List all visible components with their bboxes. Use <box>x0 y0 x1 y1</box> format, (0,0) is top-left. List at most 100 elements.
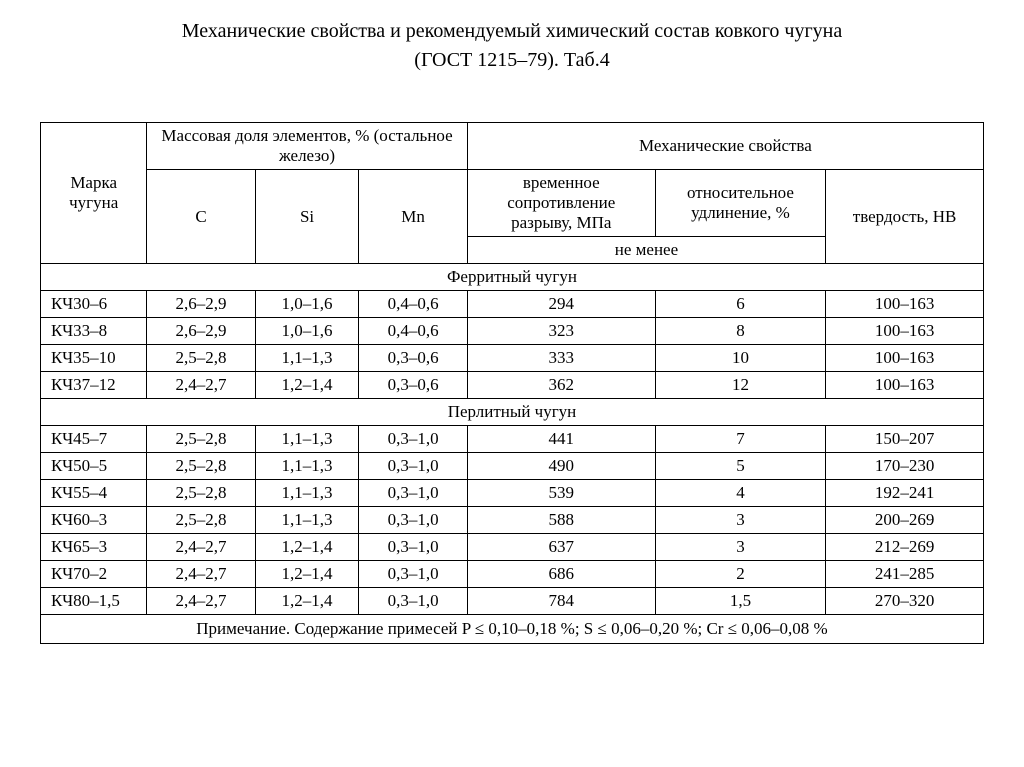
header-mass-fraction: Массовая доля элементов, % (остальное же… <box>147 123 467 170</box>
table-row: КЧ50–52,5–2,81,1–1,30,3–1,04905170–230 <box>41 453 984 480</box>
cell-grade: КЧ55–4 <box>41 480 147 507</box>
cell-elongation: 5 <box>655 453 825 480</box>
cell-tensile: 686 <box>467 561 655 588</box>
cell-si: 1,1–1,3 <box>255 345 359 372</box>
page-title-line1: Механические свойства и рекомендуемый хи… <box>40 20 984 43</box>
cell-mn: 0,3–1,0 <box>359 561 467 588</box>
cell-mn: 0,3–1,0 <box>359 507 467 534</box>
cell-mn: 0,4–0,6 <box>359 291 467 318</box>
cell-hardness: 100–163 <box>826 318 984 345</box>
cell-hardness: 170–230 <box>826 453 984 480</box>
header-si: Si <box>255 170 359 264</box>
table-row: КЧ45–72,5–2,81,1–1,30,3–1,04417150–207 <box>41 426 984 453</box>
cell-si: 1,0–1,6 <box>255 318 359 345</box>
cell-hardness: 212–269 <box>826 534 984 561</box>
cell-hardness: 100–163 <box>826 345 984 372</box>
cell-elongation: 7 <box>655 426 825 453</box>
header-mech-props: Механические свойства <box>467 123 983 170</box>
cell-grade: КЧ33–8 <box>41 318 147 345</box>
table-row: КЧ70–22,4–2,71,2–1,40,3–1,06862241–285 <box>41 561 984 588</box>
table-row: КЧ30–62,6–2,91,0–1,60,4–0,62946100–163 <box>41 291 984 318</box>
cell-hardness: 241–285 <box>826 561 984 588</box>
section-label: Ферритный чугун <box>41 264 984 291</box>
cell-mn: 0,3–0,6 <box>359 372 467 399</box>
cell-si: 1,2–1,4 <box>255 561 359 588</box>
cell-hardness: 192–241 <box>826 480 984 507</box>
cell-tensile: 637 <box>467 534 655 561</box>
cell-hardness: 270–320 <box>826 588 984 615</box>
header-not-less: не менее <box>467 237 825 264</box>
cell-si: 1,0–1,6 <box>255 291 359 318</box>
cell-elongation: 3 <box>655 534 825 561</box>
header-elongation: относительное удлинение, % <box>655 170 825 237</box>
cell-c: 2,4–2,7 <box>147 588 255 615</box>
cell-elongation: 2 <box>655 561 825 588</box>
cell-grade: КЧ50–5 <box>41 453 147 480</box>
properties-table: Марка чугуна Массовая доля элементов, % … <box>40 122 984 644</box>
cell-si: 1,1–1,3 <box>255 453 359 480</box>
page-title-line2: (ГОСТ 1215–79). Таб.4 <box>40 49 984 72</box>
section-row: Перлитный чугун <box>41 399 984 426</box>
cell-hardness: 200–269 <box>826 507 984 534</box>
cell-c: 2,5–2,8 <box>147 426 255 453</box>
cell-mn: 0,4–0,6 <box>359 318 467 345</box>
cell-grade: КЧ70–2 <box>41 561 147 588</box>
cell-mn: 0,3–1,0 <box>359 534 467 561</box>
header-c: C <box>147 170 255 264</box>
cell-c: 2,5–2,8 <box>147 480 255 507</box>
cell-elongation: 3 <box>655 507 825 534</box>
header-mn: Mn <box>359 170 467 264</box>
cell-elongation: 1,5 <box>655 588 825 615</box>
cell-tensile: 784 <box>467 588 655 615</box>
cell-tensile: 294 <box>467 291 655 318</box>
cell-hardness: 150–207 <box>826 426 984 453</box>
table-row: КЧ33–82,6–2,91,0–1,60,4–0,63238100–163 <box>41 318 984 345</box>
cell-tensile: 588 <box>467 507 655 534</box>
cell-elongation: 6 <box>655 291 825 318</box>
cell-grade: КЧ45–7 <box>41 426 147 453</box>
cell-tensile: 323 <box>467 318 655 345</box>
cell-tensile: 490 <box>467 453 655 480</box>
cell-c: 2,4–2,7 <box>147 534 255 561</box>
cell-si: 1,2–1,4 <box>255 534 359 561</box>
table-row: КЧ80–1,52,4–2,71,2–1,40,3–1,07841,5270–3… <box>41 588 984 615</box>
section-label: Перлитный чугун <box>41 399 984 426</box>
cell-elongation: 12 <box>655 372 825 399</box>
cell-grade: КЧ37–12 <box>41 372 147 399</box>
table-row: КЧ35–102,5–2,81,1–1,30,3–0,633310100–163 <box>41 345 984 372</box>
cell-grade: КЧ80–1,5 <box>41 588 147 615</box>
cell-hardness: 100–163 <box>826 291 984 318</box>
table-row: КЧ55–42,5–2,81,1–1,30,3–1,05394192–241 <box>41 480 984 507</box>
cell-c: 2,4–2,7 <box>147 372 255 399</box>
cell-grade: КЧ60–3 <box>41 507 147 534</box>
cell-tensile: 333 <box>467 345 655 372</box>
cell-si: 1,2–1,4 <box>255 588 359 615</box>
header-hardness: твердость, HB <box>826 170 984 264</box>
cell-si: 1,1–1,3 <box>255 480 359 507</box>
cell-elongation: 8 <box>655 318 825 345</box>
cell-c: 2,5–2,8 <box>147 453 255 480</box>
cell-mn: 0,3–1,0 <box>359 426 467 453</box>
cell-c: 2,4–2,7 <box>147 561 255 588</box>
cell-tensile: 362 <box>467 372 655 399</box>
header-tensile: временное сопротивление разрыву, МПа <box>467 170 655 237</box>
cell-grade: КЧ35–10 <box>41 345 147 372</box>
cell-mn: 0,3–1,0 <box>359 453 467 480</box>
cell-mn: 0,3–1,0 <box>359 588 467 615</box>
cell-elongation: 4 <box>655 480 825 507</box>
cell-c: 2,6–2,9 <box>147 318 255 345</box>
cell-elongation: 10 <box>655 345 825 372</box>
cell-grade: КЧ30–6 <box>41 291 147 318</box>
cell-tensile: 441 <box>467 426 655 453</box>
table-row: КЧ37–122,4–2,71,2–1,40,3–0,636212100–163 <box>41 372 984 399</box>
header-grade: Марка чугуна <box>41 123 147 264</box>
cell-si: 1,2–1,4 <box>255 372 359 399</box>
section-row: Ферритный чугун <box>41 264 984 291</box>
cell-si: 1,1–1,3 <box>255 426 359 453</box>
cell-c: 2,5–2,8 <box>147 345 255 372</box>
cell-c: 2,6–2,9 <box>147 291 255 318</box>
note-row: Примечание. Содержание примесей P ≤ 0,10… <box>41 615 984 644</box>
table-row: КЧ60–32,5–2,81,1–1,30,3–1,05883200–269 <box>41 507 984 534</box>
table-row: КЧ65–32,4–2,71,2–1,40,3–1,06373212–269 <box>41 534 984 561</box>
cell-tensile: 539 <box>467 480 655 507</box>
